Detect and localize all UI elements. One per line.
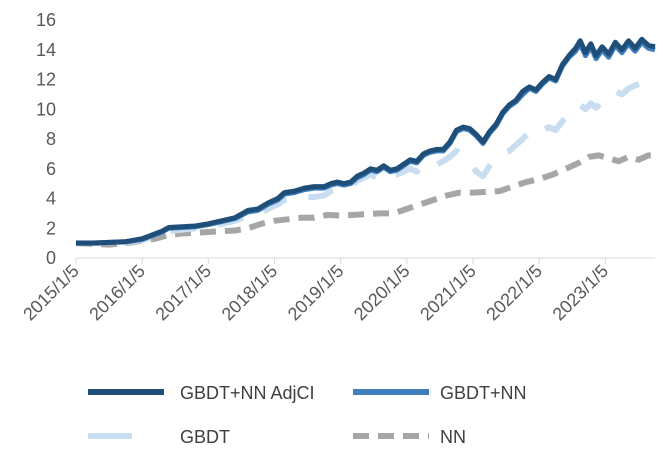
legend-label: GBDT — [180, 427, 230, 447]
y-tick-label: 4 — [46, 189, 56, 209]
x-tick-label: 2020/1/5 — [350, 261, 414, 325]
legend-item: GBDT — [88, 427, 230, 447]
y-tick-label: 14 — [36, 40, 56, 60]
series-line-gbdt-nn-adjci — [76, 36, 656, 246]
plot-area — [75, 36, 656, 248]
x-tick-label: 2023/1/5 — [549, 261, 613, 325]
x-tick-label: 2016/1/5 — [85, 261, 149, 325]
series-line-gbdt — [76, 79, 656, 247]
legend-item: NN — [353, 427, 466, 447]
series-line-gbdt-nn — [76, 39, 656, 246]
legend-label: GBDT+NN AdjCI — [180, 383, 315, 403]
y-tick-label: 0 — [46, 248, 56, 268]
x-tick-label: 2022/1/5 — [482, 261, 546, 325]
series-line-nn — [75, 152, 655, 248]
x-tick-label: 2015/1/5 — [19, 261, 83, 325]
y-tick-label: 8 — [46, 129, 56, 149]
y-tick-label: 12 — [36, 70, 56, 90]
x-tick-label: 2017/1/5 — [151, 261, 215, 325]
legend-item: GBDT+NN AdjCI — [88, 383, 315, 403]
y-tick-label: 10 — [36, 99, 56, 119]
y-tick-label: 16 — [36, 10, 56, 30]
y-tick-label: 6 — [46, 159, 56, 179]
x-tick-label: 2021/1/5 — [416, 261, 480, 325]
legend-label: NN — [440, 427, 466, 447]
legend-label: GBDT+NN — [440, 383, 527, 403]
legend-item: GBDT+NN — [353, 383, 527, 403]
x-tick-label: 2019/1/5 — [284, 261, 348, 325]
legend: GBDT+NN AdjCI GBDT+NN GBDT NN — [88, 383, 527, 447]
x-axis: 2015/1/5 2016/1/5 2017/1/5 2018/1/5 2019/1/5… — [19, 257, 655, 325]
x-tick-label: 2018/1/5 — [218, 261, 282, 325]
y-tick-label: 2 — [46, 218, 56, 238]
y-axis: 0 2 4 6 8 10 12 14 16 — [36, 10, 56, 268]
